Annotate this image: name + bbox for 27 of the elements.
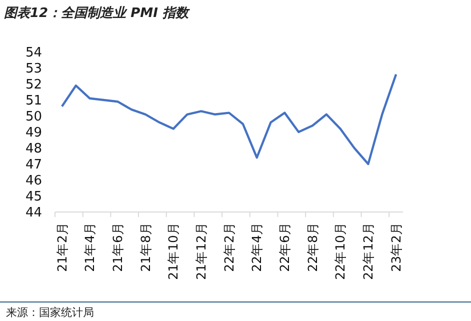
x-tick-label: 22年8月 <box>304 222 320 272</box>
y-tick-label: 50 <box>25 110 42 125</box>
x-tick-label: 21年6月 <box>110 222 126 272</box>
y-tick-label: 45 <box>25 190 42 205</box>
x-tick-label: 21年12月 <box>194 222 209 280</box>
x-tick-label: 21年2月 <box>54 222 70 272</box>
x-tick-label: 22年4月 <box>249 222 264 272</box>
y-tick-label: 52 <box>25 78 42 93</box>
y-tick-label: 49 <box>25 126 42 141</box>
x-tick-label: 21年8月 <box>138 222 153 272</box>
y-tick-label: 46 <box>25 174 42 189</box>
x-tick-label: 22年10月 <box>332 222 348 280</box>
y-tick-label: 51 <box>25 94 42 109</box>
x-tick-label: 23年2月 <box>388 222 404 272</box>
x-tick-label: 22年12月 <box>360 222 376 280</box>
chart-title: 图表12：全国制造业 PMI 指数 <box>4 6 190 21</box>
y-tick-label: 44 <box>25 206 42 221</box>
y-tick-label: 53 <box>25 62 42 77</box>
y-tick-label: 54 <box>25 46 42 61</box>
x-tick-label: 22年2月 <box>221 222 236 272</box>
y-tick-label: 48 <box>25 142 42 157</box>
x-tick-label: 22年6月 <box>277 222 292 272</box>
source-note: 来源：国家统计局 <box>6 306 94 319</box>
line-series <box>60 73 398 166</box>
x-tick-label: 21年4月 <box>82 222 98 272</box>
x-tick-label: 21年10月 <box>166 222 181 280</box>
y-tick-label: 47 <box>25 158 42 173</box>
